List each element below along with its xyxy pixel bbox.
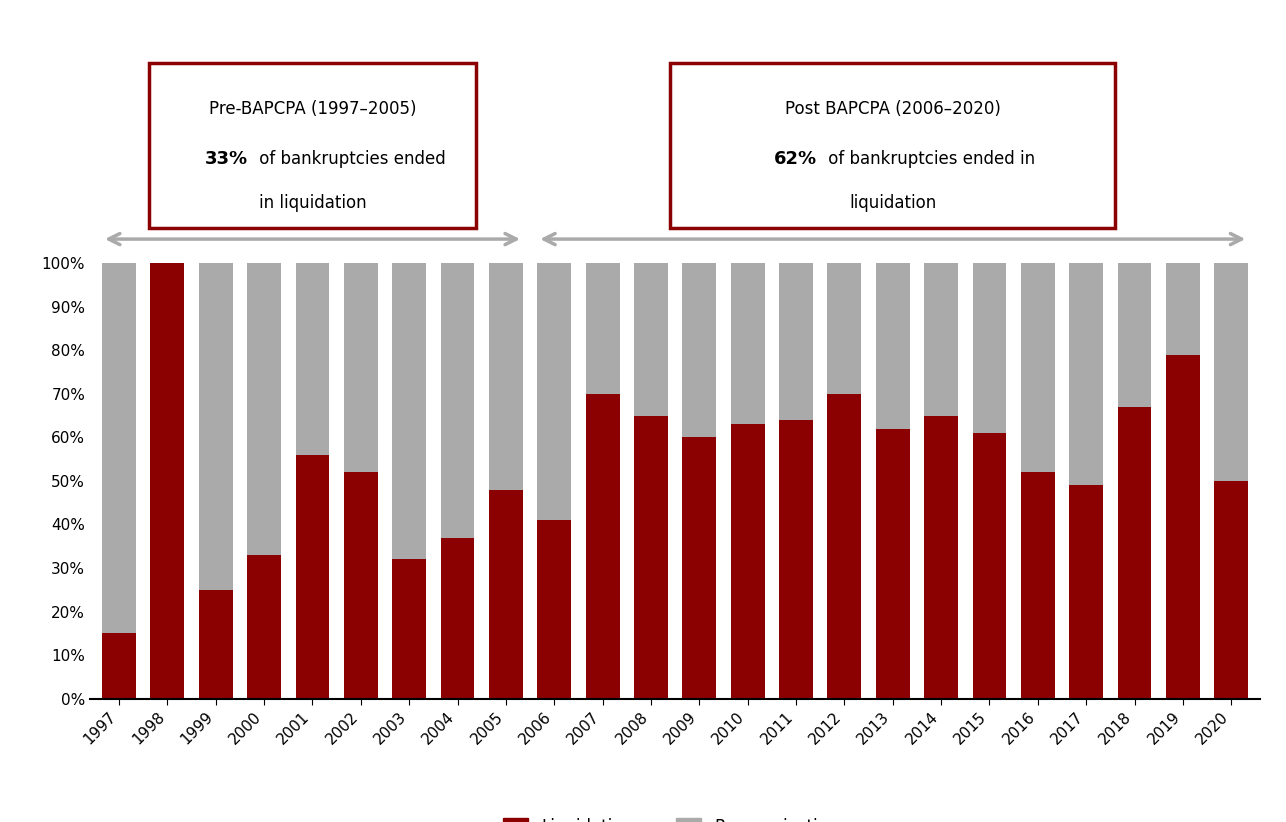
Bar (876, 263, 909, 428)
Bar (392, 559, 426, 699)
Text: Pre-BAPCPA (1997–2005): Pre-BAPCPA (1997–2005) (208, 100, 417, 118)
Bar (102, 263, 136, 633)
Bar (538, 263, 571, 520)
Bar (634, 263, 667, 415)
Bar (585, 263, 620, 394)
Bar (972, 433, 1007, 699)
Bar (1069, 263, 1103, 485)
Bar (538, 520, 571, 699)
Bar (1021, 472, 1055, 699)
Bar (634, 415, 667, 699)
Bar (683, 437, 716, 699)
Bar (343, 472, 378, 699)
Text: 33%: 33% (204, 150, 248, 168)
Bar (441, 538, 475, 699)
Bar (1166, 263, 1200, 354)
Bar (1021, 263, 1055, 472)
Bar (247, 555, 282, 699)
Bar (1214, 481, 1249, 699)
Bar (247, 263, 282, 555)
Bar (199, 263, 233, 590)
Bar (441, 263, 475, 538)
Bar (296, 263, 329, 455)
FancyBboxPatch shape (670, 62, 1115, 229)
Text: 62%: 62% (774, 150, 817, 168)
Bar (585, 394, 620, 699)
Bar (925, 263, 958, 415)
Bar (1118, 263, 1151, 407)
Bar (343, 263, 378, 472)
Bar (1069, 485, 1103, 699)
Legend: Liquidations, Reorganizations: Liquidations, Reorganizations (496, 811, 854, 822)
Text: liquidation: liquidation (849, 194, 936, 212)
Text: of bankruptcies ended in: of bankruptcies ended in (823, 150, 1035, 168)
Bar (1166, 354, 1200, 699)
Bar (392, 263, 426, 559)
Text: in liquidation: in liquidation (258, 194, 367, 212)
Bar (779, 420, 813, 699)
Bar (730, 424, 765, 699)
Bar (150, 263, 184, 699)
Bar (1214, 263, 1249, 481)
Bar (779, 263, 813, 420)
Bar (730, 263, 765, 424)
Bar (296, 455, 329, 699)
Bar (489, 490, 523, 699)
Bar (972, 263, 1007, 433)
Bar (102, 633, 136, 699)
Bar (199, 590, 233, 699)
Bar (925, 415, 958, 699)
Bar (876, 428, 909, 699)
Bar (683, 263, 716, 437)
Bar (1118, 407, 1151, 699)
FancyBboxPatch shape (149, 62, 476, 229)
Text: of bankruptcies ended: of bankruptcies ended (253, 150, 446, 168)
Text: Post BAPCPA (2006–2020): Post BAPCPA (2006–2020) (784, 100, 1001, 118)
Bar (827, 263, 862, 394)
Bar (827, 394, 862, 699)
Bar (489, 263, 523, 490)
